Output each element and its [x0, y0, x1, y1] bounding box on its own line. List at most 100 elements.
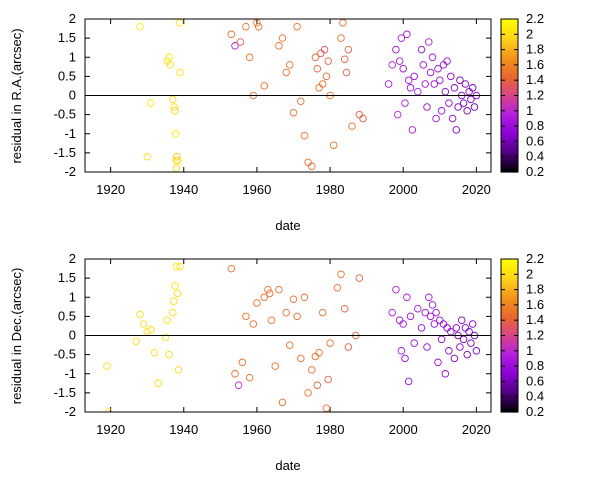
data-point	[414, 304, 422, 313]
colorbar-band	[501, 59, 518, 62]
data-point	[308, 162, 316, 171]
colorbar-band	[501, 385, 518, 388]
data-point	[441, 370, 450, 378]
colorbar-tick-label: 1	[526, 103, 533, 118]
y-tick-label: 1.5	[58, 30, 76, 45]
x-tick-label: 2000	[389, 422, 418, 437]
data-point	[317, 49, 325, 58]
data-point	[176, 68, 184, 77]
data-point	[397, 34, 406, 42]
x-tick-label: 1960	[242, 422, 271, 437]
colorbar-band	[501, 40, 518, 43]
data-point	[249, 320, 258, 328]
data-point	[166, 61, 174, 69]
data-point	[169, 308, 177, 317]
colorbar-band	[501, 348, 518, 352]
colorbar-band	[501, 34, 518, 37]
data-point	[278, 34, 287, 42]
colorbar-band	[501, 383, 518, 386]
colorbar-band	[501, 84, 518, 87]
data-point	[103, 362, 111, 370]
data-point	[175, 19, 184, 27]
colorbar-band	[501, 93, 518, 97]
ra-y-axis-label: residual in R.A.(arcsec)	[9, 28, 24, 163]
colorbar-band	[501, 112, 518, 116]
data-point	[163, 316, 172, 324]
dec-y-tick-labels: -2 -1.5 -1 -0.5 0 0.5 1 1.5 2	[54, 251, 76, 419]
data-point	[461, 324, 470, 332]
colorbar-band	[501, 139, 518, 142]
data-point	[392, 285, 400, 294]
data-point	[359, 114, 367, 123]
colorbar-band	[501, 345, 518, 348]
data-point	[423, 343, 431, 351]
data-point	[172, 262, 181, 271]
data-point	[313, 64, 322, 73]
x-tick-label: 2020	[462, 182, 491, 197]
data-point	[437, 335, 446, 344]
data-point	[322, 404, 331, 412]
colorbar-band	[501, 105, 518, 108]
colorbar-band	[501, 278, 518, 281]
colorbar-band	[501, 103, 518, 106]
data-point	[293, 22, 301, 31]
data-point	[165, 350, 173, 359]
colorbar-band	[501, 101, 518, 104]
data-point	[300, 131, 309, 140]
data-point	[342, 68, 351, 77]
colorbar-band	[501, 128, 518, 131]
data-point	[399, 64, 407, 73]
data-point	[417, 45, 426, 54]
colorbar-tick-label: 1.2	[526, 328, 544, 343]
data-point	[459, 99, 468, 107]
colorbar-band	[501, 302, 518, 306]
data-point	[384, 80, 393, 88]
colorbar-band	[501, 335, 518, 339]
data-point	[315, 348, 323, 357]
data-point	[297, 97, 305, 105]
colorbar-band	[501, 97, 518, 100]
data-point	[403, 293, 411, 302]
data-point	[388, 308, 396, 317]
colorbar-band	[501, 51, 518, 55]
colorbar-band	[501, 57, 518, 60]
colorbar-band	[501, 308, 518, 312]
colorbar-band	[501, 131, 518, 135]
colorbar-band	[501, 108, 518, 112]
colorbar-band	[501, 135, 518, 139]
colorbar-band	[501, 150, 518, 154]
colorbar-band	[501, 129, 518, 133]
colorbar-band	[501, 162, 518, 165]
colorbar-band	[501, 310, 518, 314]
ra-y-tick-labels: -2 -1.5 -1 -0.5 0 0.5 1 1.5 2	[54, 11, 76, 179]
data-point	[173, 289, 182, 298]
colorbar-band	[501, 406, 518, 409]
colorbar-band	[501, 354, 518, 358]
colorbar-band	[501, 45, 518, 49]
data-point	[355, 274, 364, 282]
data-point	[443, 324, 451, 332]
colorbar-band	[501, 404, 518, 407]
colorbar-band	[501, 329, 518, 333]
colorbar-band	[501, 324, 518, 327]
ra-colorbar-tick-labels: 0.20.40.60.811.21.41.61.822.2	[526, 11, 544, 179]
data-point	[169, 95, 177, 104]
colorbar-band	[501, 402, 518, 405]
colorbar-band	[501, 283, 518, 287]
colorbar-band	[501, 398, 518, 402]
data-point	[289, 295, 298, 303]
colorbar-band	[501, 314, 518, 317]
colorbar-band	[501, 337, 518, 340]
colorbar-band	[501, 389, 518, 392]
data-point	[401, 354, 409, 363]
data-point	[171, 130, 180, 138]
colorbar-tick-label: 0.4	[526, 149, 544, 164]
colorbar-band	[501, 295, 518, 298]
colorbar-band	[501, 364, 518, 367]
y-tick-label: 2	[69, 11, 76, 26]
y-tick-label: 0	[69, 88, 76, 103]
x-tick-label: 1980	[316, 422, 345, 437]
colorbar-band	[501, 28, 518, 32]
colorbar-band	[501, 289, 518, 293]
